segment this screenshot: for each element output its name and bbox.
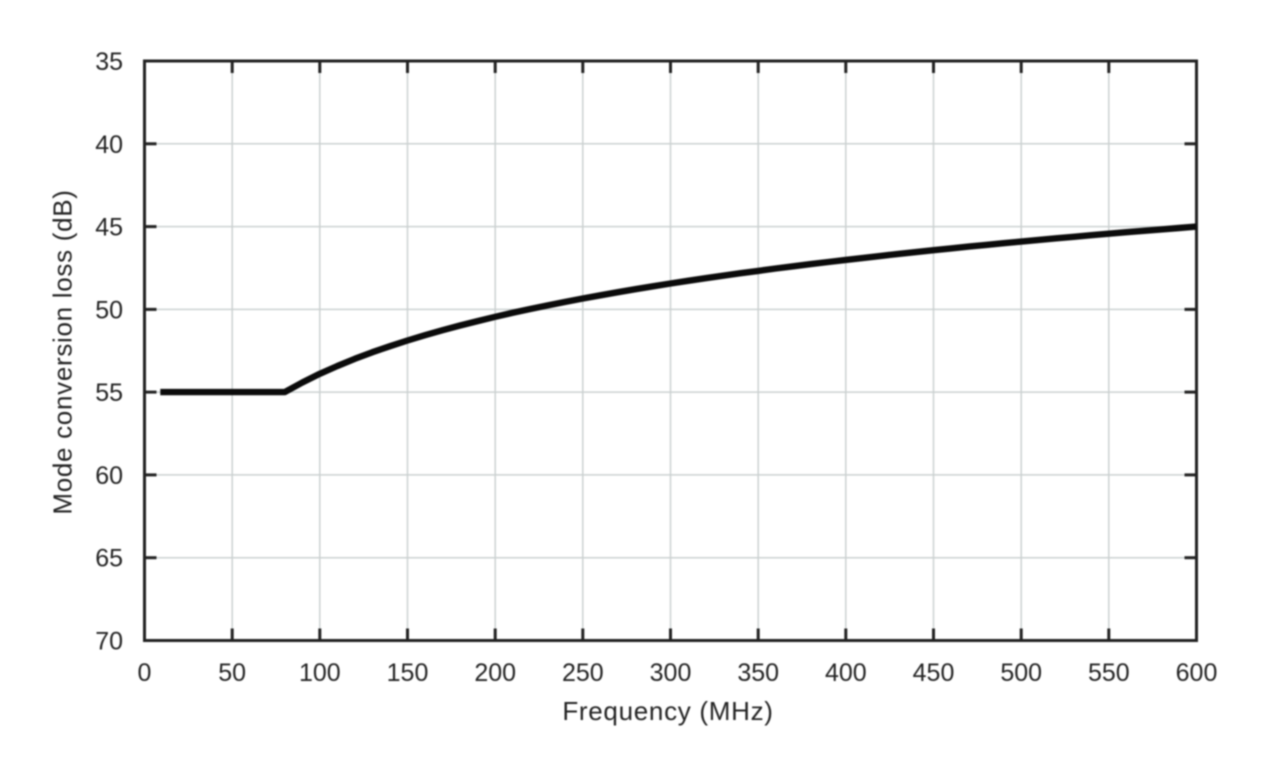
svg-text:600: 600: [1176, 659, 1218, 687]
svg-text:50: 50: [95, 296, 123, 324]
svg-text:100: 100: [299, 659, 341, 687]
svg-text:400: 400: [825, 659, 867, 687]
svg-text:50: 50: [218, 659, 246, 687]
svg-text:200: 200: [474, 659, 516, 687]
svg-text:60: 60: [95, 462, 123, 490]
svg-text:0: 0: [138, 659, 152, 687]
svg-text:70: 70: [95, 628, 123, 656]
svg-text:550: 550: [1088, 659, 1130, 687]
svg-text:350: 350: [737, 659, 779, 687]
svg-text:450: 450: [913, 659, 955, 687]
svg-text:40: 40: [95, 131, 123, 159]
svg-text:55: 55: [95, 379, 123, 407]
svg-text:Mode conversion loss (dB): Mode conversion loss (dB): [48, 189, 78, 514]
svg-text:Frequency (MHz): Frequency (MHz): [562, 696, 773, 726]
svg-text:150: 150: [387, 659, 429, 687]
svg-text:45: 45: [95, 214, 123, 242]
svg-text:300: 300: [650, 659, 692, 687]
svg-text:65: 65: [95, 545, 123, 573]
svg-text:250: 250: [562, 659, 604, 687]
svg-text:35: 35: [95, 48, 123, 76]
svg-text:500: 500: [1000, 659, 1042, 687]
